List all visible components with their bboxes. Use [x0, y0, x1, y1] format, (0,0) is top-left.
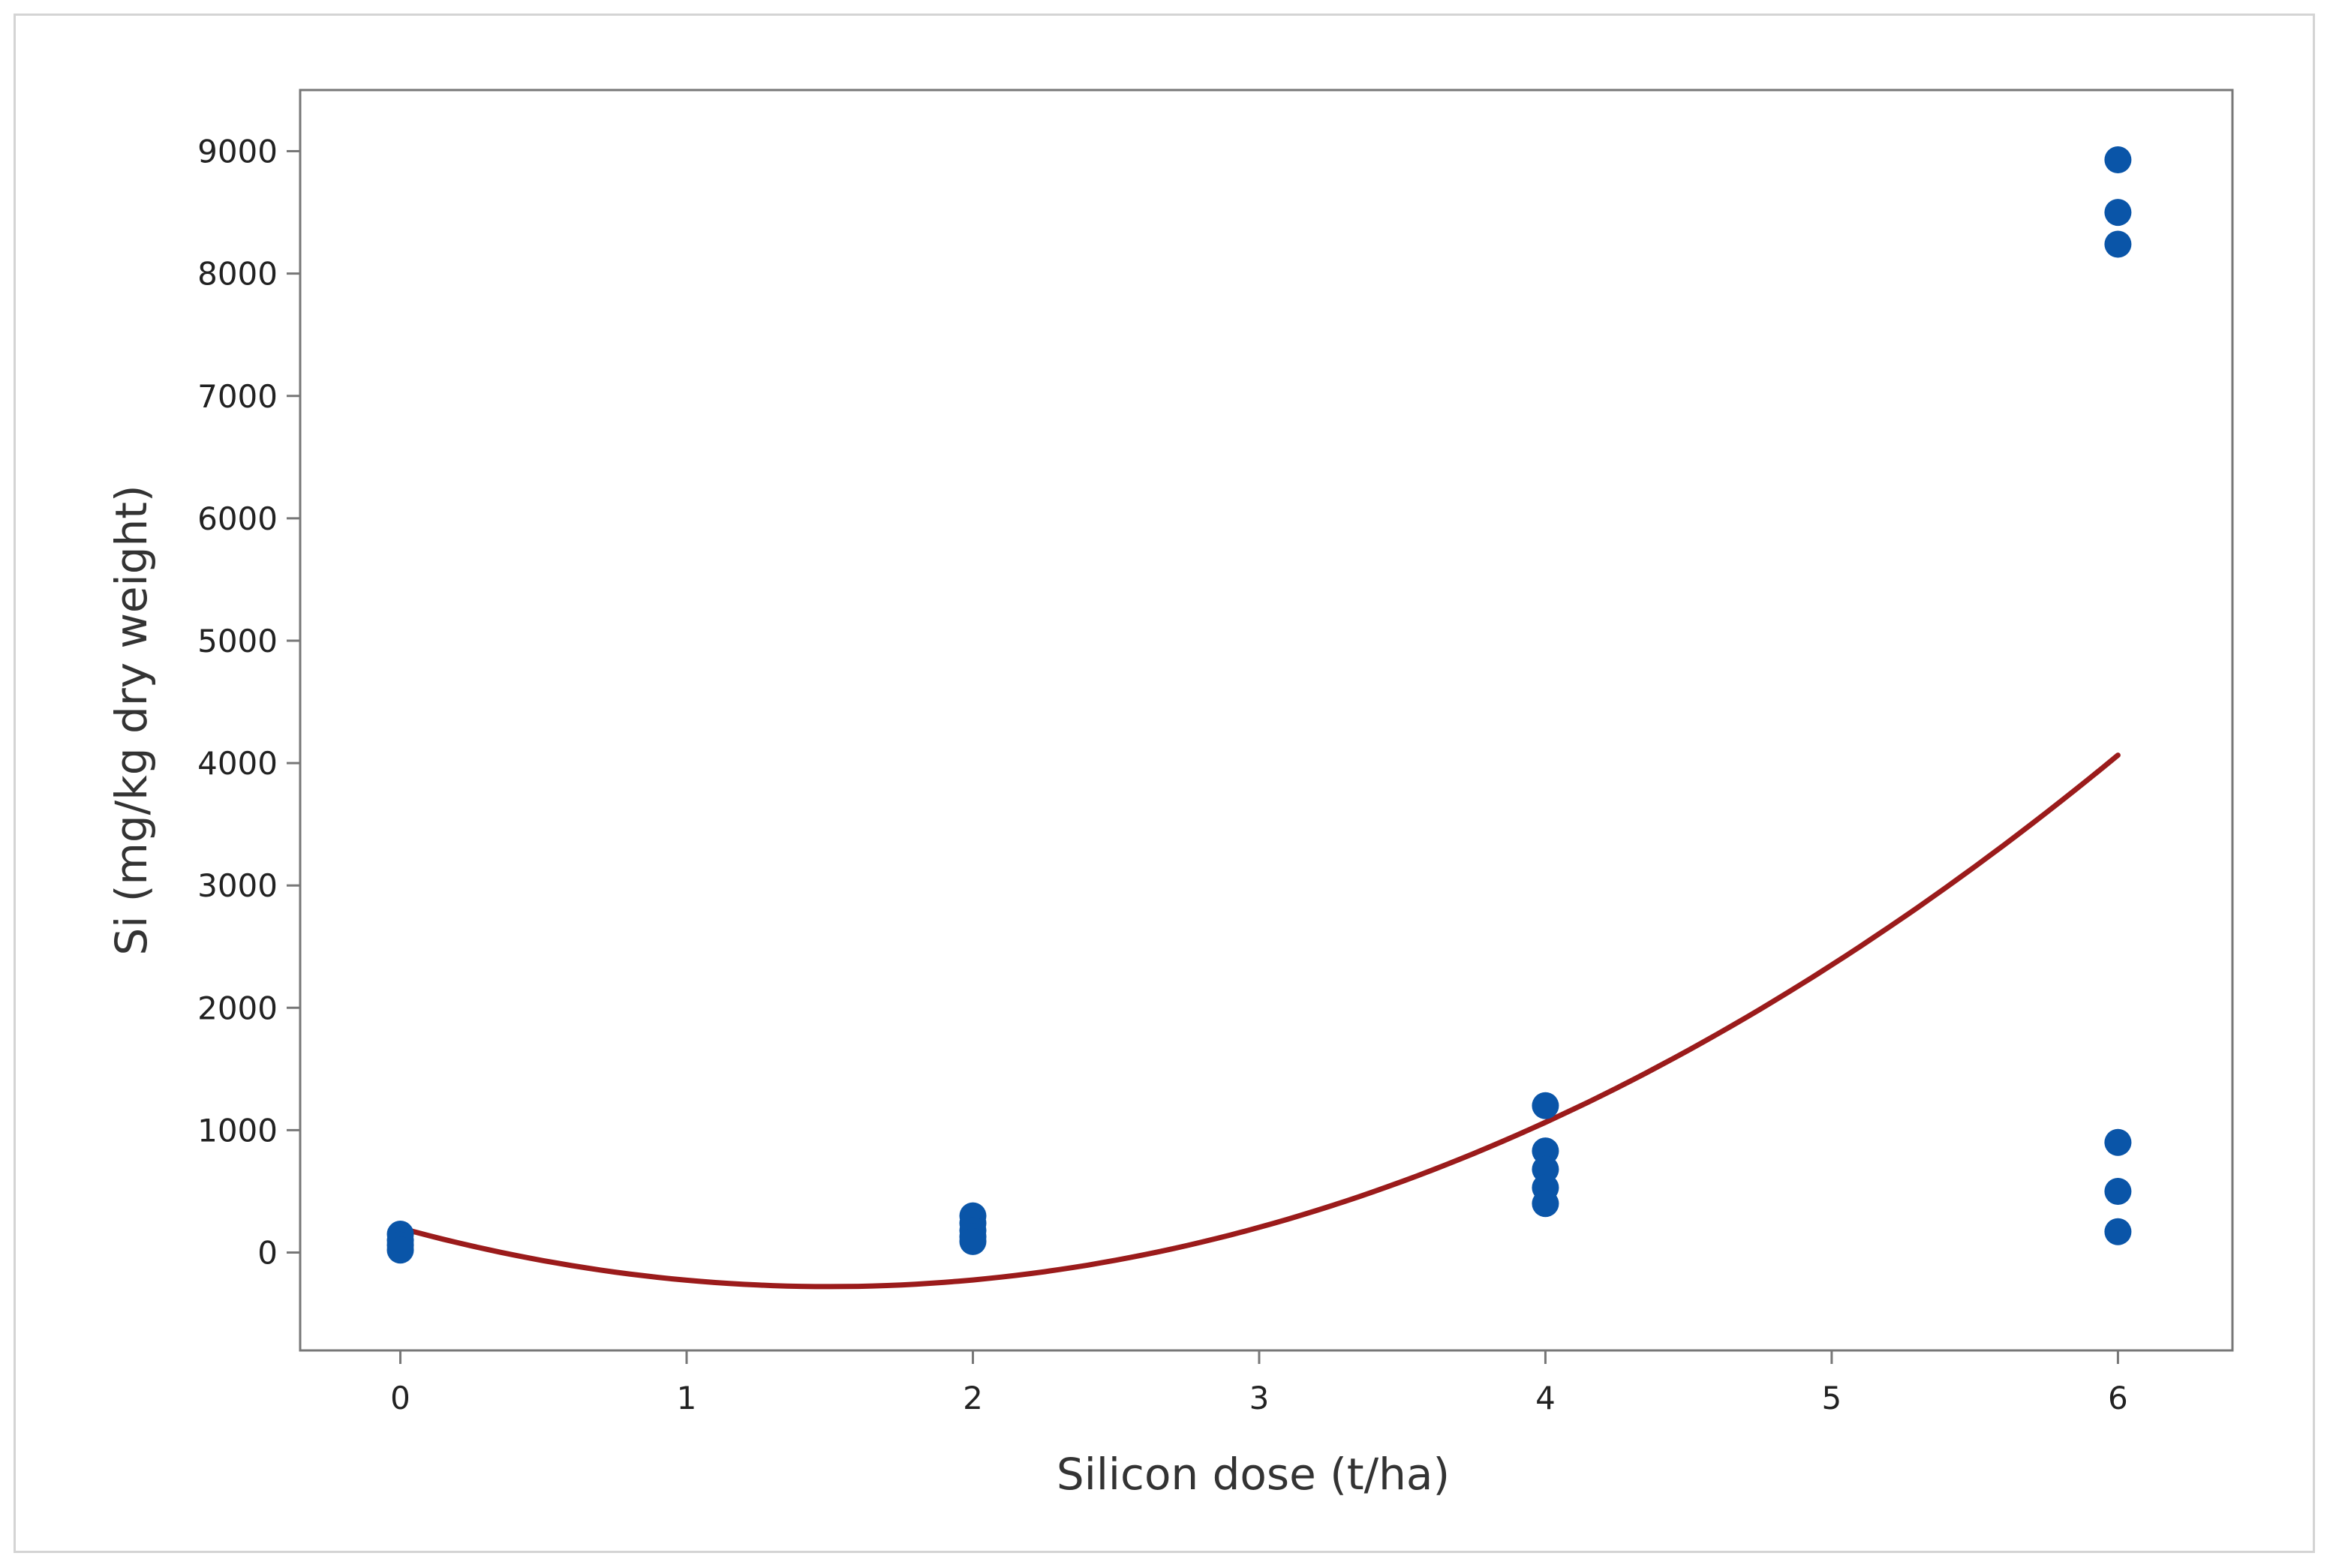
x-axis: 0 1 2 3 4 5 6: [390, 1350, 2128, 1416]
point-layer: [386, 146, 2132, 1264]
x-tick-label: 4: [1535, 1380, 1556, 1416]
y-tick-label: 3000: [197, 867, 278, 904]
x-axis-label: Silicon dose (t/ha): [1057, 1449, 1450, 1500]
y-tick-label: 5000: [197, 623, 278, 659]
y-tick-label: 0: [257, 1235, 278, 1272]
x-tick-label: 0: [390, 1380, 410, 1416]
data-point: [959, 1227, 987, 1255]
y-tick-label: 8000: [197, 256, 278, 293]
data-point: [2104, 230, 2132, 258]
y-tick-label: 2000: [197, 990, 278, 1026]
data-point: [2104, 199, 2132, 227]
x-tick-label: 5: [1822, 1380, 1842, 1416]
data-point: [1532, 1190, 1559, 1218]
x-tick-label: 6: [2108, 1380, 2128, 1416]
fit-layer: [398, 752, 2121, 1290]
y-tick-label: 6000: [197, 500, 278, 537]
x-tick-label: 2: [963, 1380, 983, 1416]
data-point: [2104, 1128, 2132, 1156]
x-tick-label: 3: [1249, 1380, 1270, 1416]
data-point: [2104, 1177, 2132, 1205]
y-tick-label: 4000: [197, 745, 278, 782]
data-point: [1532, 1092, 1559, 1119]
data-point: [2104, 146, 2132, 173]
data-point: [386, 1236, 414, 1264]
y-axis-label: Si (mg/kg dry weight): [106, 485, 157, 955]
y-tick-label: 9000: [197, 134, 278, 170]
y-tick-label: 7000: [197, 378, 278, 415]
x-tick-label: 1: [677, 1380, 697, 1416]
y-tick-label: 1000: [197, 1112, 278, 1149]
y-axis: 0 1000 2000 3000 4000 5000 6000 7000 8000 9000: [197, 134, 300, 1272]
plot-area: [299, 89, 2234, 1352]
fit-curve: [398, 752, 2121, 1290]
data-point: [2104, 1218, 2132, 1245]
